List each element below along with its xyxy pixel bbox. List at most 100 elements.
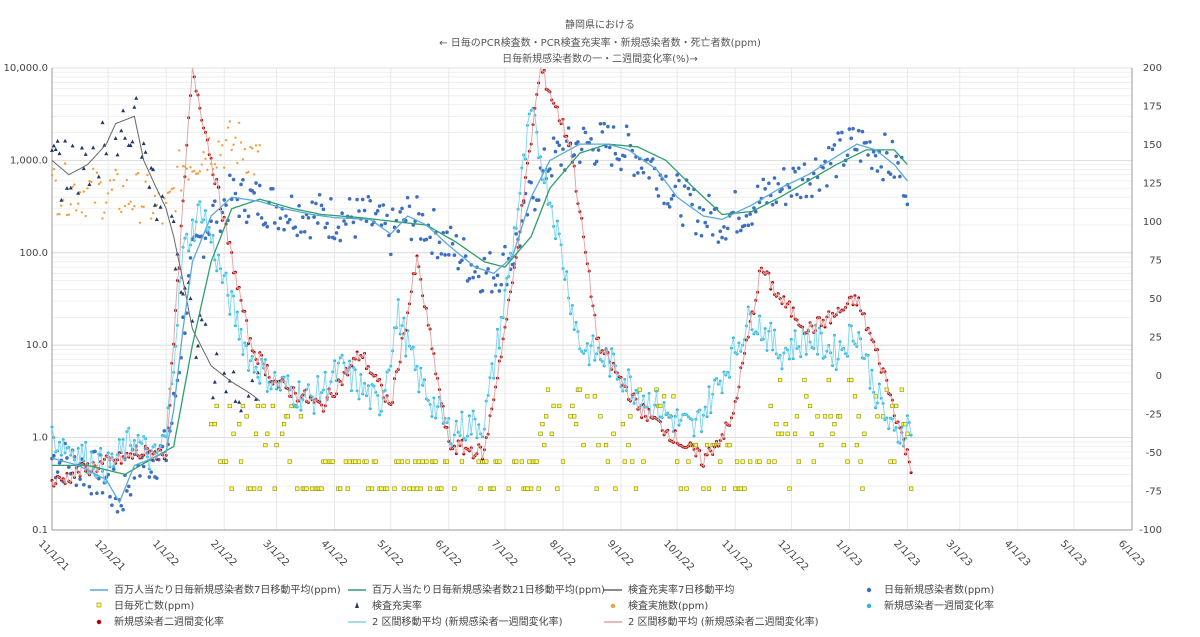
mark-daily-cases: [763, 187, 767, 191]
mark-daily-cases: [340, 211, 344, 215]
mark-deaths: [253, 431, 259, 436]
mark-deaths: [338, 486, 343, 491]
mark-daily-cases: [463, 254, 468, 258]
mark-deaths: [794, 414, 800, 419]
mark-daily-cases: [609, 163, 614, 167]
mark-daily-cases: [875, 169, 880, 173]
mark-daily-cases: [214, 220, 219, 224]
mark-adequacy: [100, 120, 105, 125]
mark-daily-cases: [314, 201, 318, 206]
mark-daily-cases: [471, 275, 475, 280]
mark-deaths: [420, 459, 425, 464]
mark-daily-cases: [705, 224, 709, 229]
mark-daily-cases: [385, 213, 389, 218]
mark-tests: [54, 179, 57, 182]
mark-daily-cases: [639, 166, 644, 170]
mark-deaths: [295, 486, 300, 491]
mark-daily-cases: [366, 194, 371, 199]
mark-deaths: [285, 414, 290, 419]
mark-deaths: [854, 442, 859, 448]
mark-daily-cases: [669, 197, 674, 201]
mark-daily-cases: [188, 256, 193, 260]
mark-daily-cases: [868, 140, 872, 144]
mark-deaths: [809, 431, 815, 436]
mark-daily-cases: [746, 223, 751, 228]
mark-daily-cases: [428, 235, 432, 240]
mark-daily-cases: [149, 470, 154, 474]
mark-daily-cases: [737, 216, 741, 221]
mark-deaths: [369, 486, 375, 491]
mark-adequacy: [51, 143, 56, 148]
mark-daily-cases: [299, 230, 303, 234]
mark-deaths: [807, 403, 813, 409]
chart-title-line3: 日毎新規感染者数の一・二週間変化率(%)→: [502, 52, 698, 65]
mark-adequacy: [87, 182, 92, 186]
mark-tests: [166, 191, 170, 195]
mark-tests: [88, 179, 91, 183]
mark-daily-cases: [860, 129, 865, 134]
mark-daily-cases: [864, 140, 869, 145]
mark-adequacy: [199, 317, 204, 322]
mark-deaths: [265, 431, 270, 436]
mark-tests: [146, 173, 149, 177]
mark-daily-cases: [849, 136, 854, 141]
mark-deaths: [257, 486, 262, 491]
mark-daily-cases: [100, 490, 105, 495]
mark-deaths: [519, 459, 524, 464]
mark-daily-cases: [201, 255, 206, 260]
mark-deaths: [718, 459, 723, 464]
mark-daily-cases: [301, 215, 305, 219]
mark-deaths: [572, 414, 577, 419]
legend-label: 百万人当たり日毎新規感染者数7日移動平均(ppm): [114, 583, 341, 596]
mark-daily-cases: [791, 166, 796, 171]
mark-adequacy: [169, 213, 174, 218]
mark-tests: [112, 178, 115, 182]
mark-deaths: [903, 421, 908, 427]
mark-tests: [90, 180, 93, 184]
mark-deaths: [476, 459, 481, 464]
mark-adequacy: [64, 186, 69, 190]
mark-deaths: [237, 421, 242, 427]
mark-adequacy: [143, 149, 148, 154]
mark-daily-cases: [536, 198, 541, 202]
mark-tests: [249, 146, 252, 149]
mark-daily-cases: [387, 233, 391, 238]
mark-daily-cases: [607, 145, 612, 150]
mark-deaths: [424, 459, 429, 464]
mark-deaths: [577, 387, 582, 392]
mark-daily-cases: [315, 221, 320, 225]
mark-deaths: [542, 442, 547, 448]
legend-label: 検査充実率: [372, 599, 422, 612]
mark-tests: [63, 162, 67, 165]
mark-deaths: [427, 486, 433, 491]
mark-daily-cases: [894, 154, 898, 159]
mark-deaths: [894, 403, 899, 409]
mark-deaths: [892, 459, 897, 464]
mark-adequacy: [76, 190, 81, 195]
mark-deaths: [721, 486, 727, 491]
mark-daily-cases: [613, 151, 618, 156]
mark-deaths: [774, 421, 779, 427]
mark-daily-cases: [67, 465, 71, 469]
mark-daily-cases: [400, 206, 404, 211]
mark-tests: [206, 168, 209, 172]
mark-adequacy: [104, 151, 109, 156]
mark-tests: [131, 207, 134, 211]
mark-daily-cases: [793, 169, 797, 174]
y-right-tick-label: 200: [1143, 63, 1162, 74]
mark-daily-cases: [804, 194, 809, 199]
mark-tests: [151, 211, 155, 215]
mark-daily-cases: [813, 157, 818, 161]
mark-deaths: [581, 442, 586, 448]
mark-daily-cases: [78, 477, 82, 481]
mark-daily-cases: [823, 159, 827, 164]
mark-daily-cases: [368, 198, 372, 203]
mark-deaths: [693, 442, 698, 448]
mark-daily-cases: [377, 204, 382, 208]
mark-deaths: [418, 486, 423, 491]
mark-deaths: [630, 459, 635, 464]
mark-deaths: [568, 414, 573, 419]
mark-tests: [84, 214, 87, 218]
mark-tests: [202, 151, 205, 154]
mark-daily-cases: [272, 221, 277, 225]
